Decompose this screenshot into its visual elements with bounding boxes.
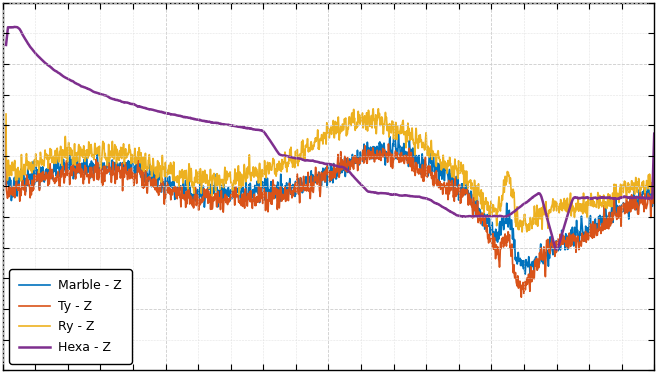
Marble - Z (2, 123, 10, 127)
Marble - Z (473, 192, 481, 197)
Ty - Z (631, 196, 639, 201)
Marble - Z (275, 184, 283, 189)
Hexa - Z (280, 153, 288, 158)
Ry - Z (374, 106, 382, 111)
Marble - Z (280, 190, 288, 194)
Ry - Z (310, 144, 318, 148)
Line: Ty - Z: Ty - Z (6, 126, 654, 297)
Hexa - Z (553, 247, 561, 252)
Hexa - Z (11, 25, 18, 29)
Line: Ry - Z: Ry - Z (6, 109, 654, 232)
Ry - Z (473, 197, 481, 202)
Hexa - Z (275, 151, 283, 156)
Ry - Z (2, 112, 10, 116)
Hexa - Z (310, 159, 318, 163)
Marble - Z (599, 214, 606, 219)
Hexa - Z (631, 195, 639, 200)
Marble - Z (526, 275, 534, 279)
Ry - Z (518, 230, 526, 234)
Hexa - Z (2, 43, 10, 47)
Ry - Z (650, 154, 657, 159)
Ty - Z (599, 221, 606, 226)
Ty - Z (280, 197, 288, 201)
Marble - Z (650, 154, 657, 158)
Marble - Z (310, 177, 318, 182)
Line: Hexa - Z: Hexa - Z (6, 27, 654, 250)
Ty - Z (310, 181, 318, 186)
Hexa - Z (599, 195, 606, 200)
Marble - Z (631, 195, 639, 200)
Legend: Marble - Z, Ty - Z, Ry - Z, Hexa - Z: Marble - Z, Ty - Z, Ry - Z, Hexa - Z (9, 269, 131, 364)
Ry - Z (631, 192, 639, 196)
Hexa - Z (650, 131, 657, 136)
Ty - Z (517, 295, 525, 300)
Ty - Z (650, 167, 657, 171)
Hexa - Z (473, 214, 481, 219)
Ty - Z (2, 123, 10, 128)
Ty - Z (473, 210, 481, 214)
Line: Marble - Z: Marble - Z (6, 125, 654, 277)
Ty - Z (275, 192, 283, 196)
Ry - Z (275, 163, 283, 167)
Ry - Z (599, 200, 606, 205)
Ry - Z (280, 160, 288, 165)
